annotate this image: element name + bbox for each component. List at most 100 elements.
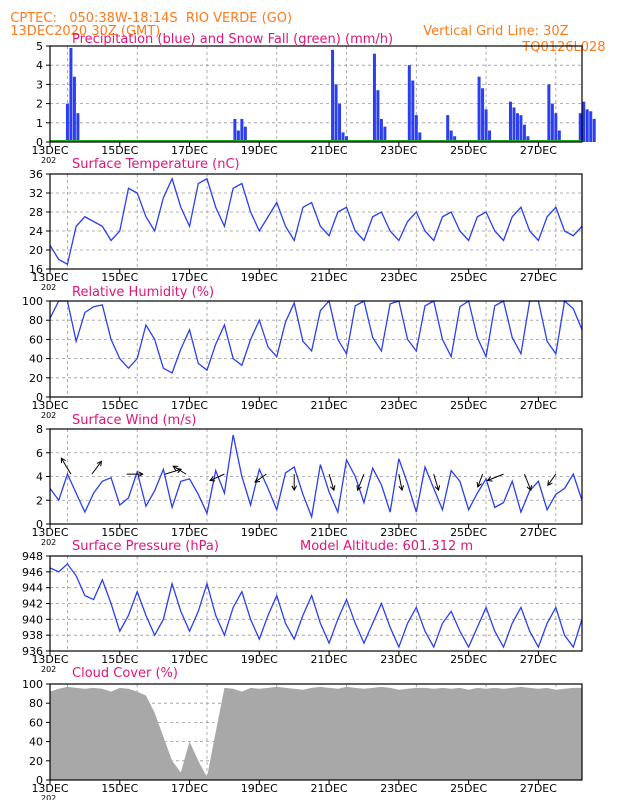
y-tick-label: 3 xyxy=(36,78,43,91)
precip-bar xyxy=(508,101,512,142)
x-tick-label: 21DEC xyxy=(311,653,348,666)
wind-arrow-head xyxy=(547,480,553,487)
precip-bar xyxy=(65,103,69,142)
precip-bar xyxy=(376,90,380,142)
x-tick-label: 25DEC xyxy=(450,271,487,284)
x-tick-label: 13DEC xyxy=(31,271,68,284)
wind-arrow-head xyxy=(96,460,103,467)
y-tick-label: 946 xyxy=(22,566,43,579)
precip-bar xyxy=(345,136,349,142)
x-tick-label: 13DEC xyxy=(31,782,68,795)
panel-frame xyxy=(49,300,583,398)
wind-arrow xyxy=(398,474,403,491)
wind-arrow xyxy=(433,473,440,491)
y-tick-label: 24 xyxy=(29,225,43,238)
panel-frame xyxy=(49,173,583,270)
x-tick-label: 17DEC xyxy=(171,653,208,666)
x-tick-label: 19DEC xyxy=(241,271,278,284)
precip-bar xyxy=(236,130,240,142)
y-tick-label: 20 xyxy=(29,755,43,768)
x-tick-label: 13DEC xyxy=(31,653,68,666)
precip-bar xyxy=(372,53,376,142)
y-tick-label: 6 xyxy=(36,447,43,460)
y-tick-label: 4 xyxy=(36,59,43,72)
x-tick-label: 21DEC xyxy=(311,526,348,539)
panel-title: Precipitation (blue) and Snow Fall (gree… xyxy=(72,32,393,47)
precip-bar xyxy=(526,136,530,142)
y-tick-label: 0 xyxy=(36,391,43,404)
x-tick-label: 19DEC xyxy=(241,526,278,539)
precip-bar xyxy=(512,107,516,142)
date-header: 13DEC2020 30Z (GMT) xyxy=(2,11,160,39)
x-tick-label: 23DEC xyxy=(380,782,417,795)
precip-bar xyxy=(585,109,589,142)
wind-arrow-head xyxy=(486,476,493,482)
wind-arrow-head xyxy=(172,465,179,471)
x-tick-label: 21DEC xyxy=(311,782,348,795)
x-year-stub: 202 xyxy=(41,156,56,165)
cloud-cover-area xyxy=(50,686,582,780)
y-tick-label: 36 xyxy=(29,168,43,181)
y-tick-label: 28 xyxy=(29,206,43,219)
wind-arrow xyxy=(547,473,557,486)
x-tick-label: 25DEC xyxy=(450,782,487,795)
precip-bar xyxy=(331,49,335,143)
precip-bar xyxy=(515,113,519,142)
x-tick-label: 25DEC xyxy=(450,526,487,539)
panel-title: Surface Temperature (nC) xyxy=(72,157,240,172)
x-year-stub: 202 xyxy=(41,283,56,292)
series-line xyxy=(49,434,583,520)
x-tick-label: 17DEC xyxy=(171,399,208,412)
y-tick-label: 100 xyxy=(22,678,43,691)
x-tick-label: 27DEC xyxy=(520,526,557,539)
x-tick-label: 17DEC xyxy=(171,144,208,157)
model-code-text: TQ0126L028 xyxy=(522,40,606,55)
x-tick-label: 13DEC xyxy=(31,399,68,412)
x-tick-label: 21DEC xyxy=(311,399,348,412)
precip-bar xyxy=(338,103,342,142)
x-tick-label: 21DEC xyxy=(311,144,348,157)
y-tick-label: 944 xyxy=(22,582,43,595)
wind-arrow xyxy=(172,465,187,475)
y-tick-label: 0 xyxy=(36,136,43,149)
y-tick-label: 0 xyxy=(36,518,43,531)
wind-arrow-head xyxy=(329,485,336,492)
x-tick-label: 15DEC xyxy=(101,399,138,412)
precip-bar xyxy=(76,113,80,142)
wind-arrow-head xyxy=(60,457,66,464)
precip-bar xyxy=(488,130,492,142)
wind-arrow xyxy=(91,461,102,475)
precip-bar xyxy=(379,118,383,142)
x-tick-label: 27DEC xyxy=(520,399,557,412)
series-line xyxy=(49,176,583,266)
wind-arrow-head xyxy=(209,476,216,482)
x-tick-label: 19DEC xyxy=(241,653,278,666)
wind-arrow-head xyxy=(526,485,532,492)
x-tick-label: 15DEC xyxy=(101,782,138,795)
x-tick-label: 17DEC xyxy=(171,782,208,795)
precip-bar xyxy=(407,65,411,142)
panel-frame xyxy=(49,45,583,143)
panel-title: Surface Wind (m/s) xyxy=(72,413,196,428)
y-tick-label: 936 xyxy=(22,645,43,658)
precip-bar xyxy=(554,113,558,142)
precip-bar xyxy=(243,126,247,142)
precip-bar xyxy=(550,103,554,142)
y-tick-label: 2 xyxy=(36,494,43,507)
precip-bar xyxy=(547,84,551,142)
x-tick-label: 27DEC xyxy=(520,271,557,284)
y-tick-label: 942 xyxy=(22,598,43,611)
wind-arrow-head xyxy=(254,477,261,483)
x-tick-label: 27DEC xyxy=(520,782,557,795)
wind-arrow-head xyxy=(434,485,441,492)
x-tick-label: 21DEC xyxy=(311,271,348,284)
x-tick-label: 19DEC xyxy=(241,144,278,157)
precip-bar xyxy=(446,115,450,142)
precip-bar xyxy=(383,126,387,142)
grid-note-text: Vertical Grid Line: 30Z xyxy=(423,24,569,39)
wind-arrow xyxy=(328,473,335,491)
x-tick-label: 25DEC xyxy=(450,144,487,157)
station-header: CPTEC: 050:38W-18:14S RIO VERDE (GO) xyxy=(2,0,292,26)
y-tick-label: 4 xyxy=(36,471,43,484)
